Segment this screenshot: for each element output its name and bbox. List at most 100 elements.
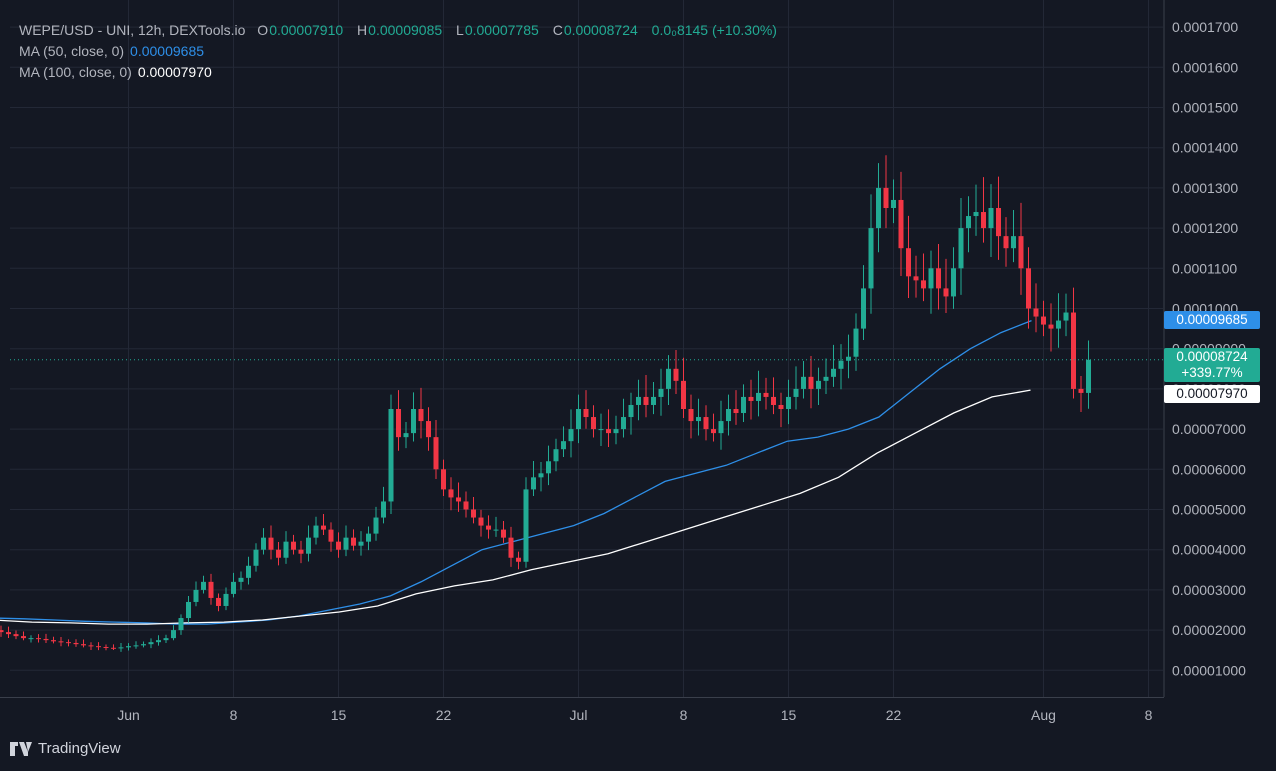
candle-up bbox=[831, 368, 836, 377]
candle-up bbox=[988, 208, 994, 229]
candle-down bbox=[583, 409, 589, 418]
candle-up bbox=[846, 356, 851, 361]
candle-down bbox=[501, 529, 506, 538]
candle-up bbox=[28, 638, 34, 640]
candle-up bbox=[156, 640, 161, 643]
low-key: L bbox=[456, 22, 464, 38]
close-value: 0.00008724 bbox=[563, 22, 638, 38]
candle-down bbox=[898, 199, 904, 249]
brand-name: TradingView bbox=[38, 740, 121, 757]
ma50-price-tag-text: 0.00009685 bbox=[1176, 312, 1248, 327]
last-price-tag: 0.00008724 +339.77% bbox=[1164, 348, 1260, 382]
y-tick-label: 0.0001500 bbox=[1172, 100, 1238, 116]
candle-up bbox=[718, 421, 724, 434]
candle-up bbox=[756, 392, 761, 401]
candle-up bbox=[726, 409, 731, 422]
candle-up bbox=[928, 268, 934, 289]
candle-up bbox=[493, 529, 499, 531]
candle-up bbox=[793, 388, 799, 397]
candle-up bbox=[366, 533, 371, 542]
candle-down bbox=[1026, 268, 1031, 309]
candle-up bbox=[598, 429, 604, 431]
x-tick-label: Jul bbox=[570, 707, 588, 723]
candle-up bbox=[523, 489, 529, 562]
candle-up bbox=[171, 630, 176, 639]
candle-up bbox=[838, 360, 844, 369]
candle-down bbox=[396, 409, 401, 438]
candle-up bbox=[253, 549, 259, 566]
candle-up bbox=[823, 376, 829, 381]
ma50-label: MA (50, close, 0) bbox=[19, 43, 125, 59]
candle-up bbox=[576, 409, 581, 430]
candle-up bbox=[621, 417, 626, 430]
candle-down bbox=[291, 541, 296, 550]
tradingview-logo[interactable]: TradingView bbox=[10, 740, 121, 757]
candle-up bbox=[358, 541, 364, 546]
high-key: H bbox=[357, 22, 368, 38]
candle-down bbox=[418, 409, 424, 422]
y-tick-label: 0.0001300 bbox=[1172, 180, 1238, 196]
legend-ma50-row[interactable]: MA (50, close, 0) 0.00009685 bbox=[19, 41, 787, 62]
candle-down bbox=[688, 409, 694, 422]
candle-down bbox=[478, 517, 484, 526]
candle-down bbox=[96, 646, 101, 648]
legend-ma100-row[interactable]: MA (100, close, 0) 0.00007970 bbox=[19, 62, 787, 83]
y-tick-label: 0.00004000 bbox=[1172, 542, 1246, 558]
candle-up bbox=[133, 645, 139, 647]
candle-down bbox=[103, 646, 109, 648]
candle-up bbox=[306, 537, 311, 554]
candle-up bbox=[876, 187, 881, 229]
y-tick-label: 0.00005000 bbox=[1172, 502, 1246, 518]
candle-down bbox=[1048, 324, 1054, 329]
candle-up bbox=[696, 417, 701, 422]
ma50-value: 0.00009685 bbox=[130, 43, 205, 59]
candle-up bbox=[148, 642, 154, 645]
candle-down bbox=[471, 509, 476, 518]
candle-down bbox=[1041, 316, 1046, 325]
price-chart[interactable]: 0.00001000 0.00002000 0.00003000 0.00004000… bbox=[0, 0, 1276, 728]
candle-down bbox=[66, 642, 71, 644]
candle-up bbox=[388, 409, 394, 502]
candle-down bbox=[1071, 312, 1076, 389]
candle-up bbox=[531, 477, 536, 490]
candle-down bbox=[441, 469, 446, 490]
candle-down bbox=[456, 497, 461, 502]
symbol-label[interactable]: WEPE/USD - UNI, 12h, DEXTools.io bbox=[19, 22, 246, 38]
candle-down bbox=[486, 525, 491, 530]
candle-down bbox=[883, 187, 889, 208]
change-value: 0.0₀8145 (+10.30%) bbox=[651, 22, 777, 38]
candle-down bbox=[58, 641, 64, 643]
candle-down bbox=[1003, 236, 1009, 249]
candle-up bbox=[381, 501, 386, 518]
y-tick-label: 0.0001200 bbox=[1172, 220, 1238, 236]
candle-down bbox=[81, 644, 86, 646]
ma100-price-tag: 0.00007970 bbox=[1164, 385, 1260, 403]
candle-down bbox=[36, 638, 41, 640]
candle-up bbox=[816, 380, 821, 389]
candle-down bbox=[591, 417, 596, 430]
candle-up bbox=[283, 541, 289, 558]
tradingview-logo-icon bbox=[10, 741, 32, 756]
x-tick-label: 15 bbox=[781, 707, 797, 723]
candle-up bbox=[186, 601, 191, 619]
candle-down bbox=[426, 421, 431, 438]
candle-up bbox=[658, 388, 664, 397]
y-tick-label: 0.0001700 bbox=[1172, 19, 1238, 35]
x-tick-label: 22 bbox=[886, 707, 902, 723]
candle-up bbox=[178, 618, 184, 631]
candle-down bbox=[6, 632, 11, 635]
candle-down bbox=[943, 288, 949, 297]
candle-down bbox=[703, 417, 709, 430]
candle-down bbox=[921, 280, 926, 289]
open-key: O bbox=[257, 22, 269, 38]
candle-up bbox=[868, 228, 874, 289]
open-value: 0.00007910 bbox=[269, 22, 344, 38]
candle-down bbox=[268, 537, 274, 550]
candle-down bbox=[711, 429, 716, 434]
candle-up bbox=[568, 429, 574, 442]
candle-up bbox=[163, 638, 169, 641]
candle-up bbox=[973, 212, 979, 217]
candle-down bbox=[1033, 308, 1039, 317]
candle-up bbox=[666, 368, 671, 389]
x-tick-label: 8 bbox=[230, 707, 238, 723]
